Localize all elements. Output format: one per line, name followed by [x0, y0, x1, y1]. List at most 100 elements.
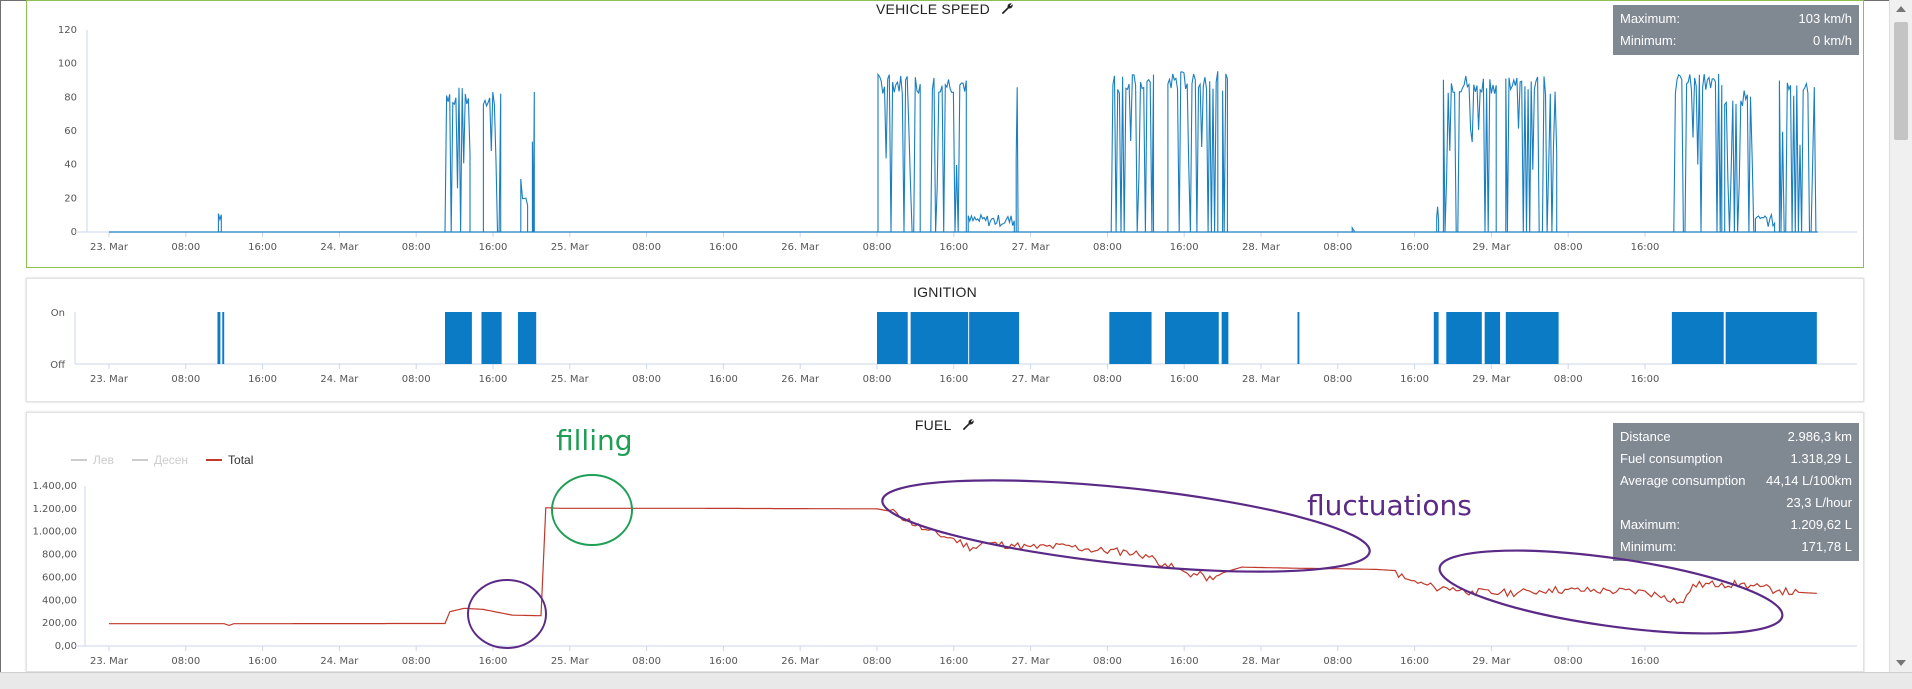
x-tick-label: 24. Mar: [320, 656, 359, 667]
x-tick-label: 26. Mar: [781, 374, 820, 385]
vertical-scrollbar[interactable]: [1889, 0, 1912, 672]
x-tick-label: 16:00: [709, 656, 738, 667]
x-tick-label: 08:00: [1323, 242, 1352, 253]
x-tick-label: 08:00: [1093, 656, 1122, 667]
ignition-on-bar: [445, 312, 472, 364]
ignition-on-bar: [1446, 312, 1482, 364]
ignition-on-bar: [222, 312, 225, 364]
stats-label: Maximum:: [1620, 517, 1680, 532]
x-tick-label: 24. Mar: [320, 374, 359, 385]
speed-chart-title-wrap: VEHICLE SPEED: [27, 1, 1863, 17]
x-tick-label: 25. Mar: [551, 656, 590, 667]
x-tick-label: 08:00: [863, 374, 892, 385]
y-tick-label: 0: [71, 227, 77, 238]
speed-trip-line: [1167, 71, 1219, 233]
x-tick-label: 08:00: [1323, 374, 1352, 385]
x-tick-label: 08:00: [632, 374, 661, 385]
wrench-icon[interactable]: [1000, 2, 1014, 16]
stats-row: Average consumption 44,14 L/100km: [1620, 470, 1852, 492]
stats-row: 23,3 L/hour: [1620, 492, 1852, 514]
x-tick-label: 08:00: [1093, 374, 1122, 385]
stats-label: Fuel consumption: [1620, 451, 1723, 466]
ignition-panel: IGNITION Off On 23. Mar 08:00 16:00 24. Mar 08…: [26, 278, 1864, 402]
stats-value: 2.986,3 km: [1787, 429, 1852, 444]
legend-label: Total: [228, 453, 254, 467]
y-tick-label: 1.000,00: [32, 527, 77, 538]
stats-row: Fuel consumption 1.318,29 L: [1620, 448, 1852, 470]
ignition-chart-title: IGNITION: [913, 284, 977, 300]
x-tick-label: 16:00: [479, 656, 508, 667]
x-tick-label: 25. Mar: [551, 242, 590, 253]
x-tick-label: 16:00: [939, 374, 968, 385]
stats-row: Maximum: 1.209,62 L: [1620, 514, 1852, 536]
y-tick-label: 1.400,00: [32, 481, 77, 492]
ignition-on-bar: [1671, 312, 1724, 364]
x-tick-label: 28. Mar: [1242, 374, 1281, 385]
x-tick-label: 28. Mar: [1242, 242, 1281, 253]
y-tick-label: 600,00: [42, 572, 77, 583]
x-tick-label: 08:00: [1093, 242, 1122, 253]
scroll-down-icon[interactable]: [1896, 660, 1906, 666]
stats-value: 1.318,29 L: [1790, 451, 1852, 466]
x-tick-label: 16:00: [709, 374, 738, 385]
speed-trip-line: [1673, 73, 1723, 233]
wrench-icon[interactable]: [961, 418, 975, 432]
x-tick-label: 28. Mar: [1242, 656, 1281, 667]
legend-item-lev[interactable]: Лев: [71, 453, 114, 467]
x-tick-label: 26. Mar: [781, 242, 820, 253]
vehicle-speed-panel: VEHICLE SPEED 0 20 40 60 80 100 120 23. Mar 08:0…: [26, 0, 1864, 268]
stats-row: Minimum: 0 km/h: [1620, 30, 1852, 52]
x-tick-label: 08:00: [171, 656, 200, 667]
ignition-on-bar: [1484, 312, 1501, 364]
stats-value: 1.209,62 L: [1790, 517, 1852, 532]
speed-trip-line: [217, 213, 222, 232]
speed-trip-line: [1724, 90, 1756, 233]
fuel-total-line: [109, 507, 1817, 627]
x-tick-label: 16:00: [1400, 242, 1429, 253]
y-tick-label: 1.200,00: [32, 504, 77, 515]
x-tick-label: 16:00: [1631, 242, 1660, 253]
x-tick-label: 16:00: [1170, 242, 1199, 253]
speed-stats-box: Maximum: 103 km/h Minimum: 0 km/h: [1613, 5, 1859, 55]
stats-row: Maximum: 103 km/h: [1620, 8, 1852, 30]
scroll-up-icon[interactable]: [1896, 6, 1906, 12]
x-tick-label: 08:00: [863, 656, 892, 667]
x-tick-label: 08:00: [402, 374, 431, 385]
ignition-on-bar: [1505, 312, 1559, 364]
x-tick-label: 16:00: [248, 374, 277, 385]
speed-trip-line: [1110, 74, 1155, 233]
legend-item-total[interactable]: Total: [206, 453, 253, 467]
ignition-on-bar: [910, 312, 969, 364]
x-tick-label: 08:00: [402, 656, 431, 667]
x-tick-label: 27. Mar: [1012, 656, 1051, 667]
y-tick-label: 0,00: [55, 641, 77, 652]
x-tick-label: 16:00: [1631, 656, 1660, 667]
y-tick-label: 800,00: [42, 550, 77, 561]
x-tick-label: 29. Mar: [1472, 242, 1511, 253]
speed-trip-line: [1222, 73, 1228, 233]
ignition-on-bar: [1109, 312, 1152, 364]
x-tick-label: 08:00: [1554, 656, 1583, 667]
x-tick-label: 27. Mar: [1012, 242, 1051, 253]
stats-row: Minimum: 171,78 L: [1620, 536, 1852, 558]
fuel-chart-title-wrap: FUEL: [27, 417, 1863, 433]
y-tick-label: 200,00: [42, 618, 77, 629]
speed-trip-line: [1778, 80, 1817, 233]
x-tick-label: 25. Mar: [551, 374, 590, 385]
speed-chart: 0 20 40 60 80 100 120 23. Mar 08:00 16:00 24. Mar 0…: [58, 25, 1857, 253]
y-tick-label: 100: [58, 59, 77, 70]
stats-label: Minimum:: [1620, 33, 1677, 48]
stats-value: 44,14 L/100km: [1765, 473, 1852, 488]
stats-row: Distance 2.986,3 km: [1620, 426, 1852, 448]
speed-trip-line: [482, 92, 502, 233]
legend-item-desen[interactable]: Десен: [131, 453, 188, 467]
ignition-on-bar: [517, 312, 537, 364]
legend-label: Лев: [93, 453, 114, 467]
speed-trip-line: [444, 87, 471, 233]
stats-value: 171,78 L: [1801, 539, 1852, 554]
x-tick-label: 08:00: [1323, 656, 1352, 667]
y-tick-label: 400,00: [42, 595, 77, 606]
scroll-thumb[interactable]: [1894, 22, 1908, 140]
ignition-on-bar: [877, 312, 908, 364]
speed-trip-line: [967, 213, 1015, 232]
